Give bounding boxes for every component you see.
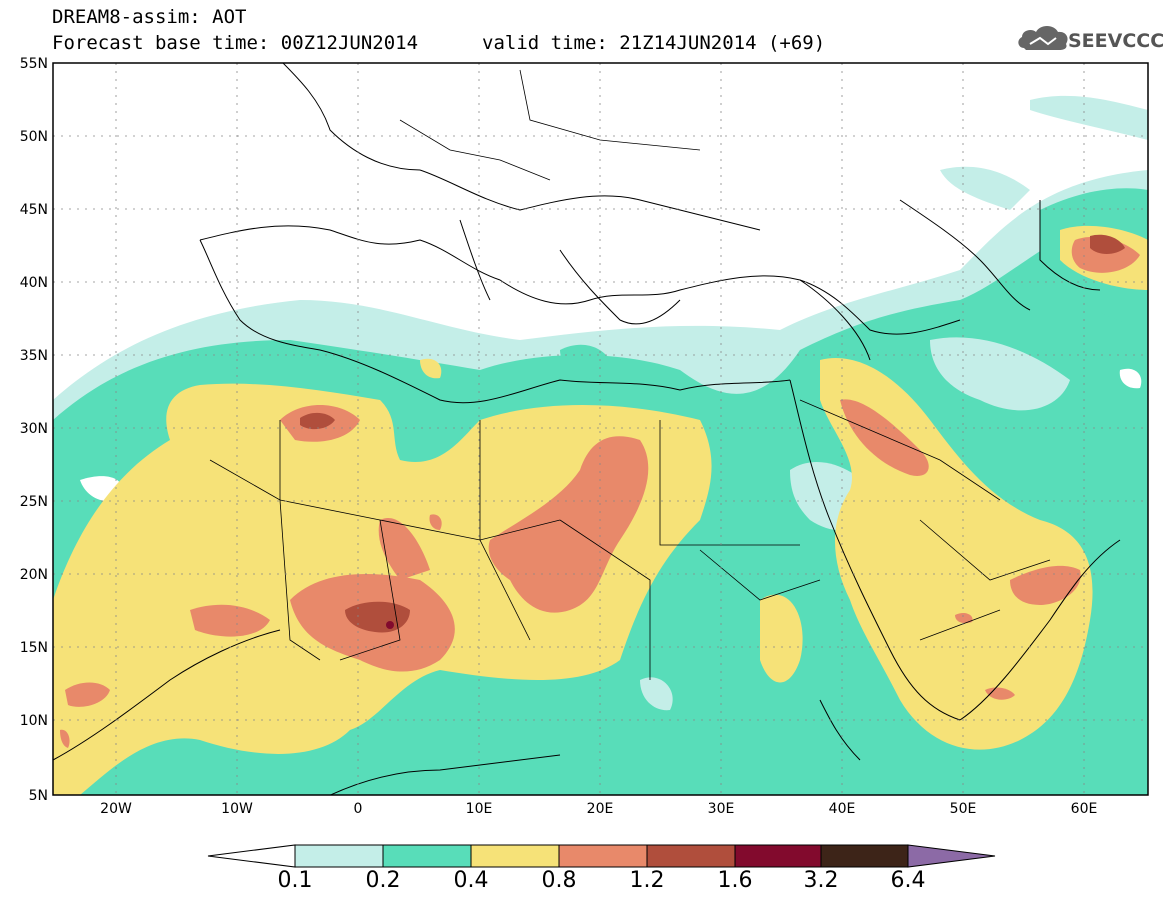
country-borders — [209, 69, 1051, 680]
colorbar-bin — [820, 844, 909, 868]
lon-label: 0 — [354, 801, 363, 817]
lat-label: 35N — [20, 348, 48, 364]
lon-label: 40E — [829, 801, 856, 817]
legend-label: 0.4 — [453, 868, 489, 893]
lon-label: 50E — [950, 801, 977, 817]
colorbar-max-arrow — [907, 844, 996, 868]
legend-label: 6.4 — [890, 868, 926, 893]
colorbar-bin — [646, 844, 736, 868]
colorbar-bin — [294, 844, 384, 868]
colorbar — [207, 844, 996, 868]
chart-title: DREAM8-assim: AOT — [52, 6, 247, 28]
lat-label: 15N — [20, 640, 48, 656]
lat-label: 5N — [29, 788, 48, 804]
aot-level-0.8 — [60, 236, 1140, 748]
lat-label: 10N — [20, 713, 48, 729]
cloud-icon — [1018, 26, 1068, 50]
lat-label: 40N — [20, 275, 48, 291]
colorbar-bin — [382, 844, 472, 868]
legend-label: 0.2 — [365, 868, 401, 893]
logo-text: SEEVCCC — [1068, 30, 1165, 52]
colorbar-bin — [734, 844, 822, 868]
colorbar-bin — [470, 844, 560, 868]
aot-level-1.6 — [386, 621, 394, 629]
colorbar-min-arrow — [207, 844, 296, 868]
lon-axis: 20W 10W 0 10E 20E 30E 40E 50E 60E — [100, 801, 1097, 817]
gridlines — [53, 63, 1148, 795]
lat-label: 20N — [20, 567, 48, 583]
map-frame — [52, 62, 1149, 796]
lon-label: 10E — [466, 801, 493, 817]
valid-time: valid time: 21Z14JUN2014 (+69) — [482, 32, 826, 54]
legend-label: 1.6 — [717, 868, 753, 893]
legend-label: 1.2 — [629, 868, 665, 893]
lat-label: 50N — [20, 129, 48, 145]
legend-label: 0.1 — [277, 868, 313, 893]
coastlines — [53, 63, 1121, 795]
colorbar-bin — [558, 844, 648, 868]
lon-label: 20W — [100, 801, 132, 817]
legend-label: 0.8 — [541, 868, 577, 893]
lon-label: 30E — [708, 801, 735, 817]
lon-label: 60E — [1071, 801, 1098, 817]
lon-label: 10W — [221, 801, 253, 817]
legend-label: 3.2 — [803, 868, 839, 893]
lat-label: 45N — [20, 202, 48, 218]
lat-label: 55N — [20, 56, 48, 72]
lat-label: 25N — [20, 494, 48, 510]
lat-axis: 55N 50N 45N 40N 35N 30N 25N 20N 15N 10N … — [20, 56, 48, 804]
lat-label: 30N — [20, 421, 48, 437]
lon-label: 20E — [587, 801, 614, 817]
forecast-base-time: Forecast base time: 00Z12JUN2014 — [52, 32, 419, 54]
